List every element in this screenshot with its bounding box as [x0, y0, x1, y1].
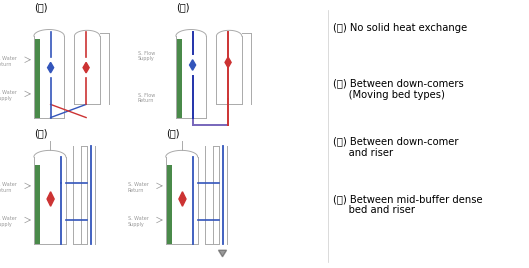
Bar — [34, 165, 40, 244]
Text: S. Water
Supply: S. Water Supply — [0, 90, 17, 101]
Text: S. Water
Return: S. Water Return — [127, 182, 149, 193]
Text: (라): (라) — [166, 128, 179, 138]
Text: S. Water
Supply: S. Water Supply — [127, 216, 149, 227]
Text: S. Water
Supply: S. Water Supply — [0, 216, 17, 227]
Text: S. Water
Return: S. Water Return — [0, 182, 17, 193]
Bar — [176, 39, 182, 118]
Polygon shape — [179, 192, 186, 206]
Text: (라) Between mid-buffer dense
     bed and riser: (라) Between mid-buffer dense bed and ris… — [333, 194, 482, 215]
Text: S. Flow
Return: S. Flow Return — [138, 92, 155, 103]
Polygon shape — [189, 60, 196, 70]
Polygon shape — [225, 57, 231, 68]
Bar — [34, 39, 40, 118]
Polygon shape — [47, 192, 54, 206]
Polygon shape — [48, 62, 53, 73]
Text: (가): (가) — [34, 2, 48, 12]
Text: (가) No solid heat exchange: (가) No solid heat exchange — [333, 23, 467, 33]
Text: (다): (다) — [34, 128, 48, 138]
Text: S. Water
Return: S. Water Return — [0, 56, 17, 67]
Text: S. Flow
Supply: S. Flow Supply — [138, 51, 155, 61]
Text: (다) Between down-comer
     and riser: (다) Between down-comer and riser — [333, 136, 459, 158]
Text: (나) Between down-comers
     (Moving bed types): (나) Between down-comers (Moving bed type… — [333, 78, 464, 100]
Bar — [166, 165, 172, 244]
Polygon shape — [218, 250, 226, 257]
Polygon shape — [83, 62, 89, 73]
Text: (나): (나) — [176, 2, 189, 12]
